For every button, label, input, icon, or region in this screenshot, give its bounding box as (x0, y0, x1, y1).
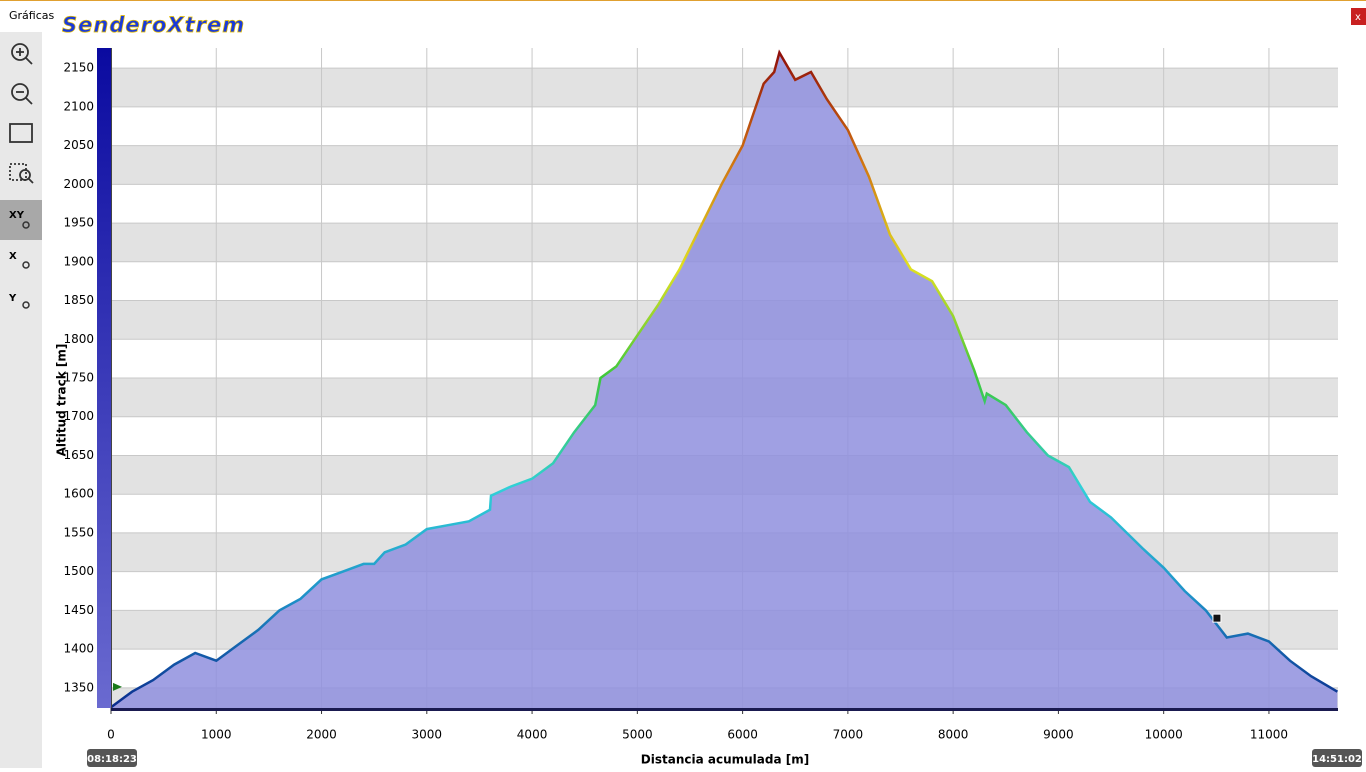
y-tick-label: 1950 (63, 216, 94, 230)
elevation-line (110, 49, 1339, 709)
x-tick-label: 10000 (1145, 728, 1183, 742)
start-flag (113, 682, 122, 691)
y-tick-label: 1650 (63, 448, 94, 462)
y-tick-label: 1350 (63, 680, 94, 694)
window-title: Gráficas (9, 9, 55, 22)
x-tick-label: 6000 (727, 728, 758, 742)
y-tick-label: 1700 (63, 409, 94, 423)
x-tick-label: 4000 (517, 728, 548, 742)
close-button[interactable] (1351, 8, 1366, 25)
x-tick-label: 2000 (306, 728, 337, 742)
x-tick-label: 0 (107, 728, 115, 742)
y-tick-label: 2100 (63, 99, 94, 113)
x-tick-label: 7000 (833, 728, 864, 742)
left-bar (97, 48, 111, 708)
y-tick-label: 1550 (63, 525, 94, 539)
x-tick-label: 5000 (622, 728, 653, 742)
y-tick-label: 1750 (63, 371, 94, 385)
grid-band (111, 68, 1338, 107)
y-tick-label: 1900 (63, 254, 94, 268)
y-tick-label: 2050 (63, 138, 94, 152)
y-tick-label: 1800 (63, 332, 94, 346)
y-tick-label: 2150 (63, 61, 94, 75)
x-tick-label: 9000 (1043, 728, 1074, 742)
x-axis-title: Distancia acumulada [m] (641, 753, 809, 767)
y-tick-label: 1850 (63, 293, 94, 307)
end-time: 14:51:02 (1312, 754, 1362, 765)
y-tick-label: 1500 (63, 564, 94, 578)
start-time-box (87, 749, 137, 767)
x-tick-label: 3000 (412, 728, 443, 742)
x-tick-label: 8000 (938, 728, 969, 742)
y-zoom-label[interactable]: Y (8, 293, 17, 304)
zoom-area-button[interactable] (9, 163, 34, 184)
area-fill (111, 52, 1338, 709)
top-border (0, 0, 1366, 1)
xy-zoom-button[interactable] (0, 200, 42, 240)
close-label[interactable]: x (1355, 12, 1361, 23)
x-tick-label: 11000 (1250, 728, 1288, 742)
x-tick-label: 1000 (201, 728, 232, 742)
x-axis (111, 708, 1338, 711)
y-tick-label: 2000 (63, 177, 94, 191)
end-time-box (1312, 749, 1362, 767)
position-marker (1212, 613, 1222, 623)
xy-label[interactable]: XY (9, 210, 25, 221)
toolbar (0, 32, 42, 768)
y-axis-title: Altitud track [m] (55, 344, 69, 457)
start-time: 08:18:23 (87, 754, 137, 765)
y-tick-label: 1450 (63, 603, 94, 617)
logo: SenderoXtrem (62, 13, 245, 37)
zoom-out-button[interactable] (11, 83, 33, 105)
zoom-in-button[interactable] (11, 43, 33, 65)
y-tick-label: 1600 (63, 487, 94, 501)
x-zoom-label[interactable]: X (9, 251, 17, 262)
fit-button[interactable] (9, 123, 33, 143)
y-tick-label: 1400 (63, 642, 94, 656)
